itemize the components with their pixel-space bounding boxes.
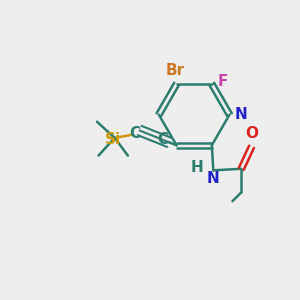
Text: O: O	[245, 126, 258, 141]
Text: Si: Si	[105, 132, 121, 147]
Text: Br: Br	[166, 63, 184, 78]
Text: C: C	[158, 133, 169, 148]
Text: H: H	[190, 160, 203, 175]
Text: F: F	[217, 74, 227, 88]
Text: N: N	[207, 171, 220, 186]
Text: C: C	[129, 126, 140, 141]
Text: N: N	[235, 107, 247, 122]
